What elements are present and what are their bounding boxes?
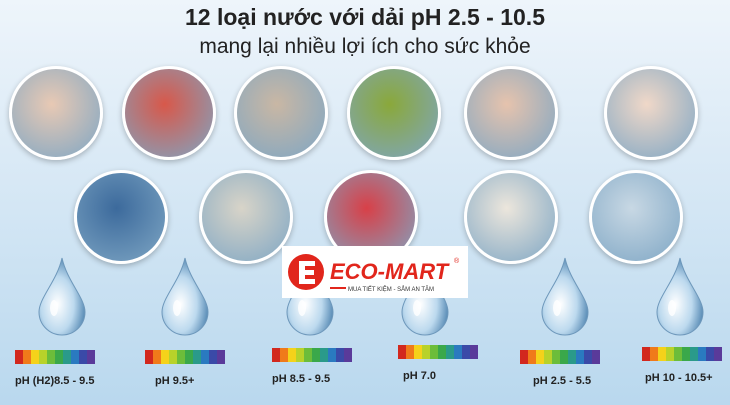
ph-spectrum-bar: [520, 350, 600, 364]
ph-spectrum-bar: [398, 345, 478, 359]
water-drop-icon: [37, 256, 87, 336]
water-drop-icon: [655, 256, 705, 336]
hand-washing-image: [589, 170, 683, 264]
face-skincare-image: [604, 66, 698, 160]
water-drop-icon: [160, 256, 210, 336]
ph-label: pH 9.5+: [155, 375, 195, 387]
ph-label: pH 7.0: [403, 370, 437, 382]
eco-mart-logo: ECO-MART ® MUA TIẾT KIỆM - SẮM AN TÂM: [282, 246, 468, 298]
title: 12 loại nước với dải pH 2.5 - 10.5: [185, 4, 545, 30]
svg-text:ECO-MART: ECO-MART: [330, 259, 450, 284]
stomach-image: [122, 66, 216, 160]
rice-washing-image: [464, 170, 558, 264]
subtitle: mang lại nhiều lợi ích cho sức khỏe: [199, 35, 531, 58]
stressed-man-image: [234, 66, 328, 160]
ph-label: pH 10 - 10.5+: [645, 372, 713, 384]
svg-text:®: ®: [454, 257, 460, 265]
ph-spectrum-bar: [272, 348, 352, 362]
svg-text:MUA TIẾT KIỆM - SẮM AN TÂM: MUA TIẾT KIỆM - SẮM AN TÂM: [348, 285, 434, 293]
water-drop-icon: [540, 256, 590, 336]
ph-label: pH 8.5 - 9.5: [272, 373, 331, 385]
woman-drinking-water-image: [9, 66, 103, 160]
ph-spectrum-bar: [145, 350, 225, 364]
baby-feeding-image: [464, 66, 558, 160]
athlete-drinking-image: [74, 170, 168, 264]
ph-spectrum-bar: [15, 350, 95, 364]
ph-label: pH 2.5 - 5.5: [533, 375, 592, 387]
ph-label: pH (H2)8.5 - 9.5: [15, 375, 95, 387]
pills-image: [199, 170, 293, 264]
herbal-tea-image: [347, 66, 441, 160]
ph-spectrum-bar: [642, 347, 722, 361]
